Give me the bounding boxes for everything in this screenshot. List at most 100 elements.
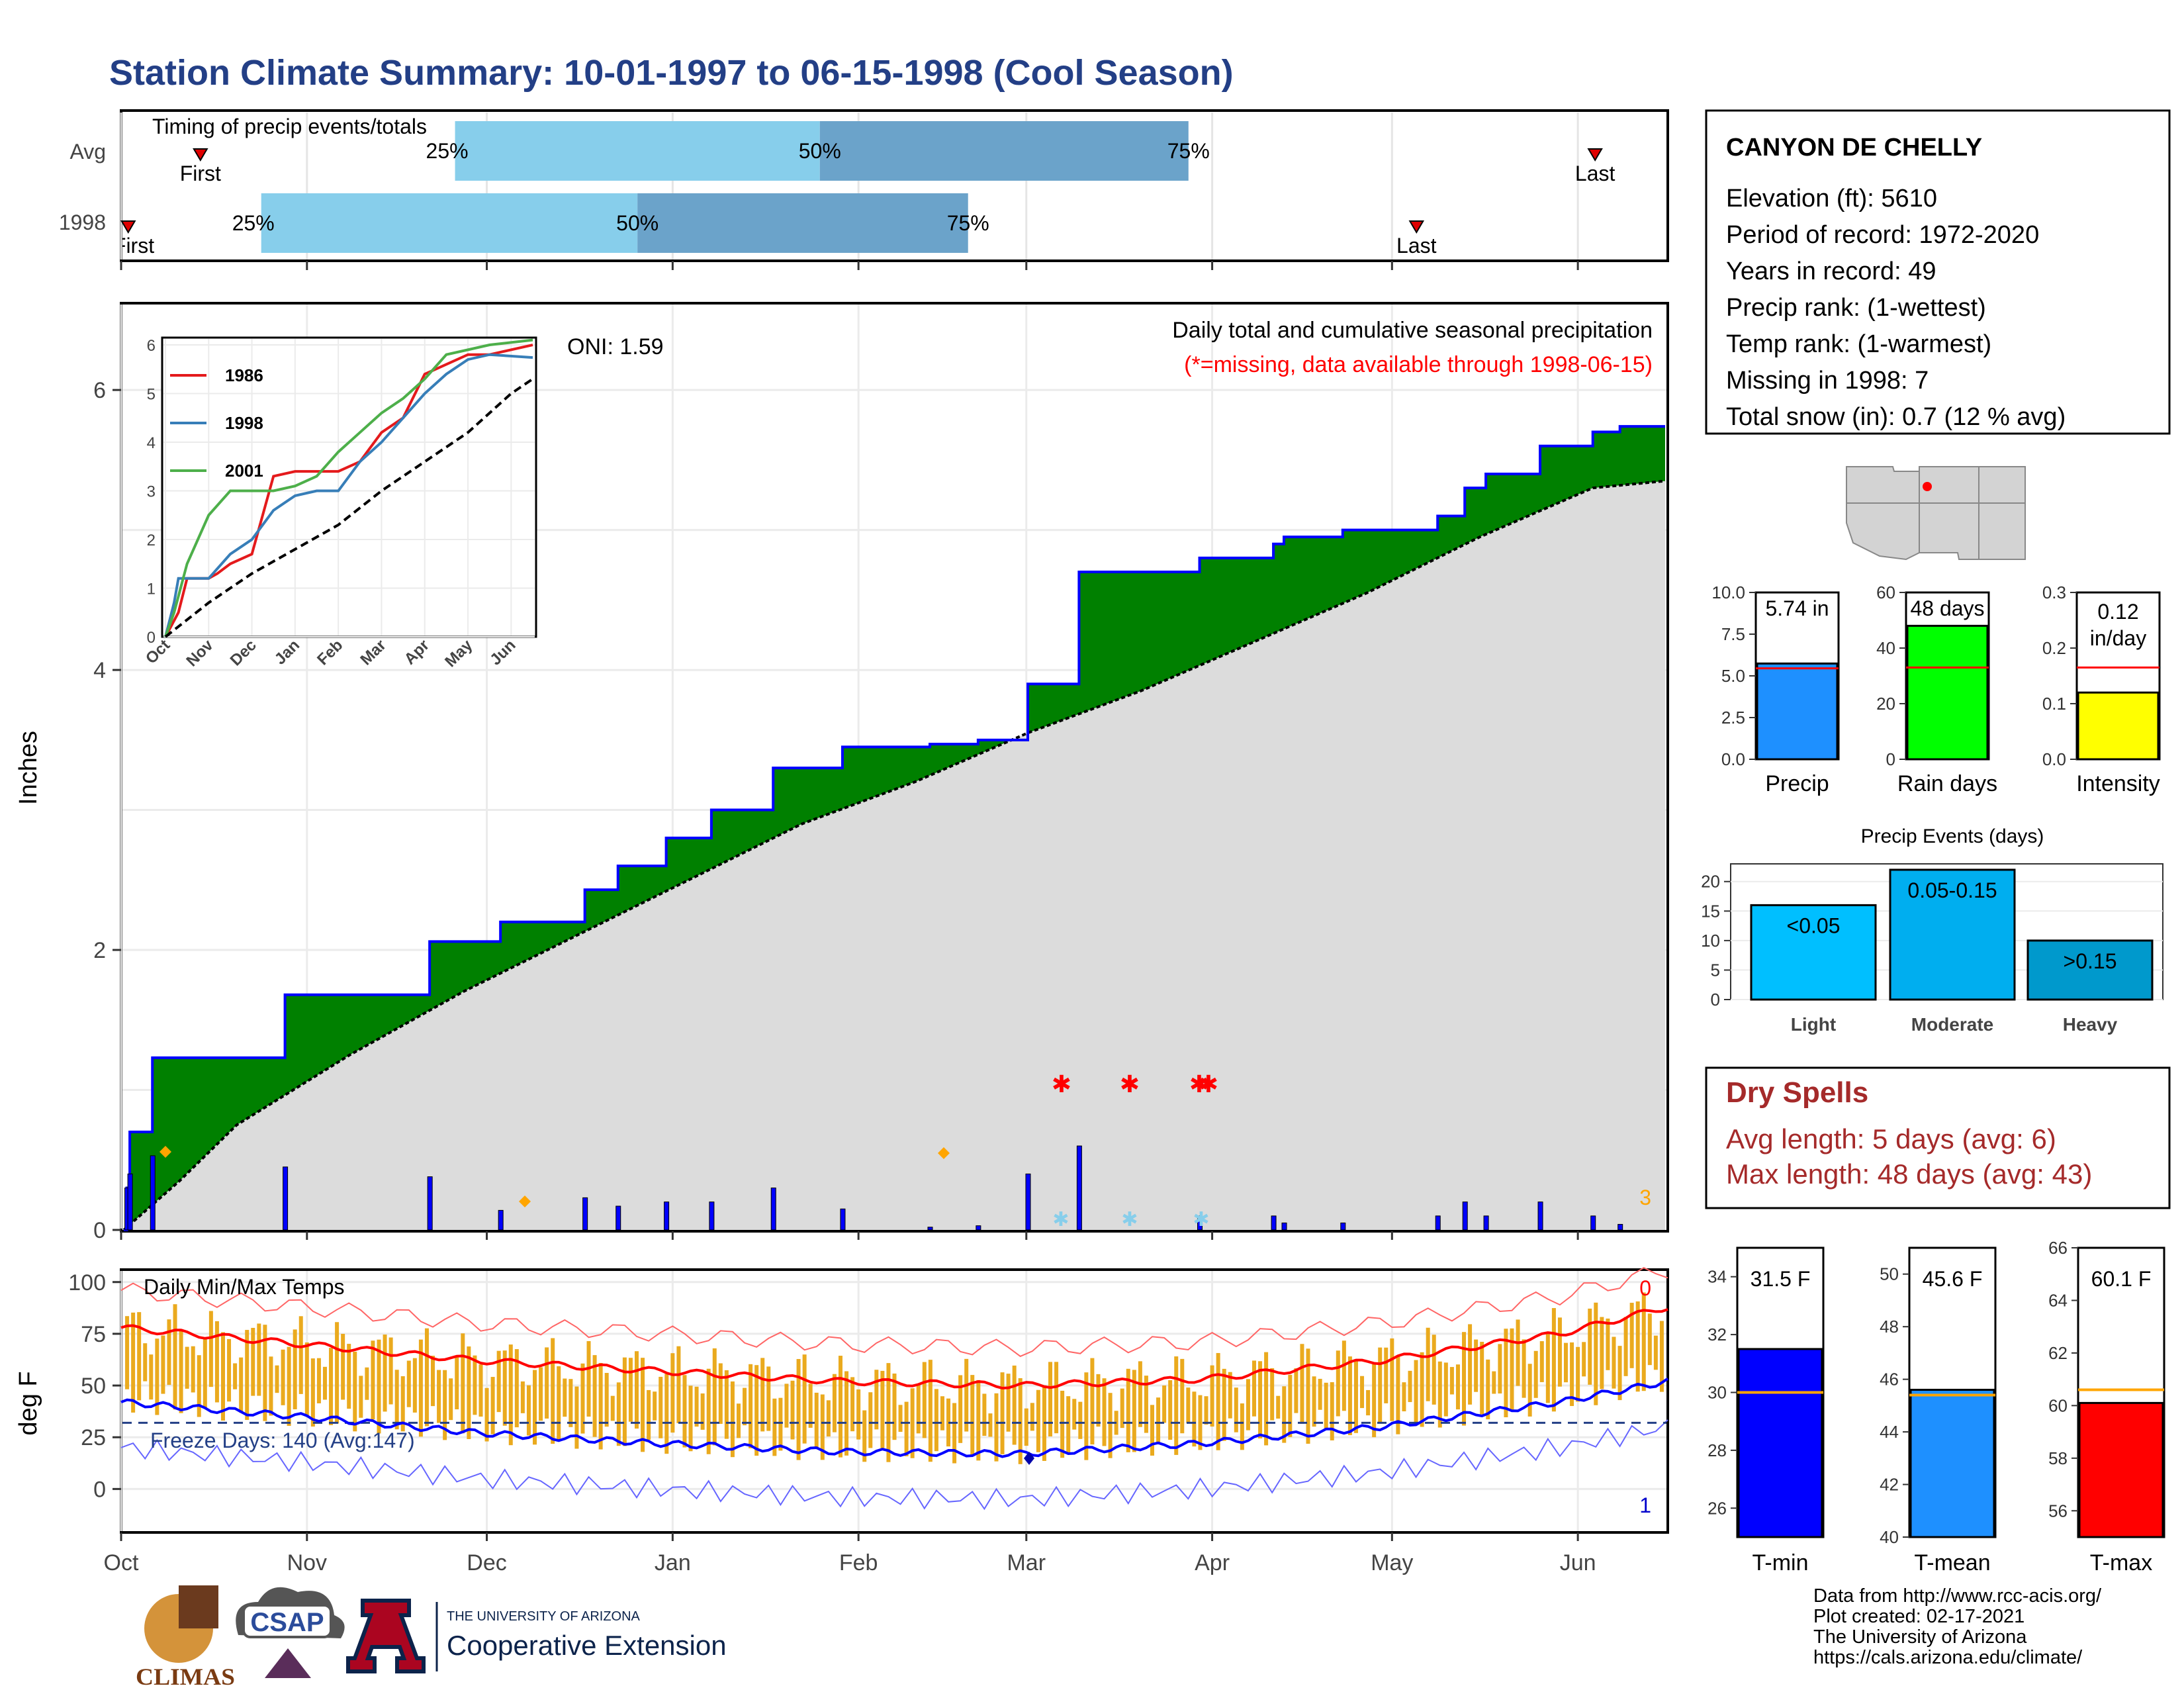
daily-temp-bar [808,1383,813,1428]
daily-temp-bar [1312,1376,1316,1427]
daily-temp-bar [359,1376,363,1418]
daily-temp-bar [622,1357,627,1446]
daily-temp-bar [1641,1292,1646,1391]
daily-temp-bar [1527,1364,1532,1417]
temp-xtick-label: Oct [104,1550,139,1575]
daily-temp-bar [664,1374,669,1454]
daily-temp-bar [647,1389,651,1440]
mini-bar-value-0 [1756,662,1839,761]
daily-temp-bar [706,1368,711,1454]
events-title: Precip Events (days) [1861,825,2044,847]
big-event-marker [519,1196,531,1207]
daily-temp-bar [1384,1347,1388,1403]
daily-temp-bar [1462,1332,1467,1426]
climas-text: CLIMAS [136,1664,235,1688]
daily-temp-bar [952,1403,957,1464]
daily-temp-bar [1306,1348,1310,1444]
inset-legend-label: 2001 [225,461,263,481]
temp-ylabel: deg F [15,1371,42,1435]
daily-temp-bar [862,1410,867,1462]
daily-temp-bar [880,1370,885,1448]
ua-line1: THE UNIVERSITY OF ARIZONA [447,1609,641,1624]
daily-temp-bar [1408,1370,1412,1403]
daily-temp-bar [676,1346,681,1423]
main-ytick-label: 6 [93,378,106,403]
daily-temp-bar [641,1358,645,1452]
daily-temp-bar [1366,1389,1371,1416]
daily-temp-bar [1443,1362,1448,1417]
daily-temp-bar [329,1348,334,1425]
main-ytick-label: 2 [93,938,106,963]
daily-temp-bar [245,1330,250,1421]
temp-bar-value-label: 31.5 F [1751,1267,1811,1291]
daily-precip-bar [1590,1215,1596,1231]
snow-marker: ✱ [1121,1209,1138,1231]
daily-temp-bar [239,1357,244,1413]
mini-bar-tick-label: 2.5 [1721,708,1745,727]
page-title: Station Climate Summary: 10-01-1997 to 0… [109,53,1234,93]
daily-temp-bar [1486,1359,1490,1420]
daily-temp-bar [1629,1303,1634,1368]
daily-temp-bar [1108,1393,1113,1458]
mini-bar-tick-label: 20 [1876,694,1895,714]
mini-bar-tick-label: 0 [1886,749,1895,769]
daily-temp-bar [1192,1391,1197,1447]
daily-temp-bar [1659,1321,1664,1392]
daily-precip-bar [127,1173,133,1231]
station-period: Period of record: 1972-2020 [1726,221,2039,249]
temp-bar-label: T-mean [1914,1550,1990,1575]
temp-bar-tick-label: 48 [1880,1317,1899,1336]
daily-temp-bar [1588,1308,1592,1385]
inset-ytick-label: 5 [147,386,156,404]
daily-temp-bar [353,1351,357,1432]
daily-temp-bar [455,1357,459,1410]
daily-temp-bar [233,1363,238,1389]
location-map [1839,460,2034,565]
events-bar-light [1750,904,1877,1001]
events-category-label: Moderate [1911,1014,1993,1035]
daily-precip-bar [1617,1224,1623,1231]
daily-temp-bar [251,1327,255,1396]
daily-temp-bar [1480,1342,1484,1415]
daily-temp-bar [1449,1367,1454,1395]
mini-bar-tick-label: 0.2 [2042,638,2066,658]
credit-line-2: Plot created: 02-17-2021 [1813,1606,2025,1627]
station-location-dot [1923,482,1932,491]
temp-bar-tick-label: 44 [1880,1422,1899,1442]
daily-temp-bar [1168,1380,1173,1440]
events-bar-label: 0.05-0.15 [1907,878,1997,902]
main-plot-area: ✱ ✱ ✱✱✱ ✱ ✱ [122,425,1666,1231]
daily-temp-bar [365,1367,369,1400]
daily-temp-bar [167,1319,171,1385]
daily-temp-bar [916,1384,921,1434]
mini-bar-value-label: 0.12 [2097,600,2138,624]
daily-temp-bar [604,1372,609,1427]
daily-temp-bar [388,1337,393,1405]
csap-text: CSAP [250,1608,324,1637]
daily-temp-bar [994,1393,999,1462]
daily-temp-bar [1102,1378,1107,1446]
mini-bar-tick-label: 5.0 [1721,666,1745,686]
credit-line-1: Data from http://www.rcc-acis.org/ [1813,1585,2102,1607]
mini-bar-tick-label: 0.3 [2042,583,2066,602]
daily-temp-bar [1545,1332,1550,1403]
temp-ytick-label: 0 [93,1477,106,1502]
daily-temp-bar [1539,1341,1544,1382]
daily-temp-bar [208,1311,213,1387]
temp-bar-value-label: 60.1 F [2091,1267,2152,1291]
daily-temp-bar [1150,1405,1154,1456]
temp-bar-label: T-max [2090,1550,2152,1575]
daily-temp-bar [281,1349,285,1405]
mini-bar-tick-label: 0.0 [1721,749,1745,769]
mini-bar-tick-label: 0.1 [2042,694,2066,714]
temp-bar-value-1 [1909,1389,1995,1538]
daily-temp-bar [557,1366,561,1440]
daily-precip-bar [1537,1201,1543,1231]
inset-ytick-label: 0 [147,629,156,647]
daily-temp-bar [322,1366,327,1400]
daily-temp-bar [1420,1352,1424,1427]
daily-temp-bar [1617,1346,1622,1401]
daily-temp-bar [563,1378,567,1417]
daily-temp-bar [490,1377,495,1434]
